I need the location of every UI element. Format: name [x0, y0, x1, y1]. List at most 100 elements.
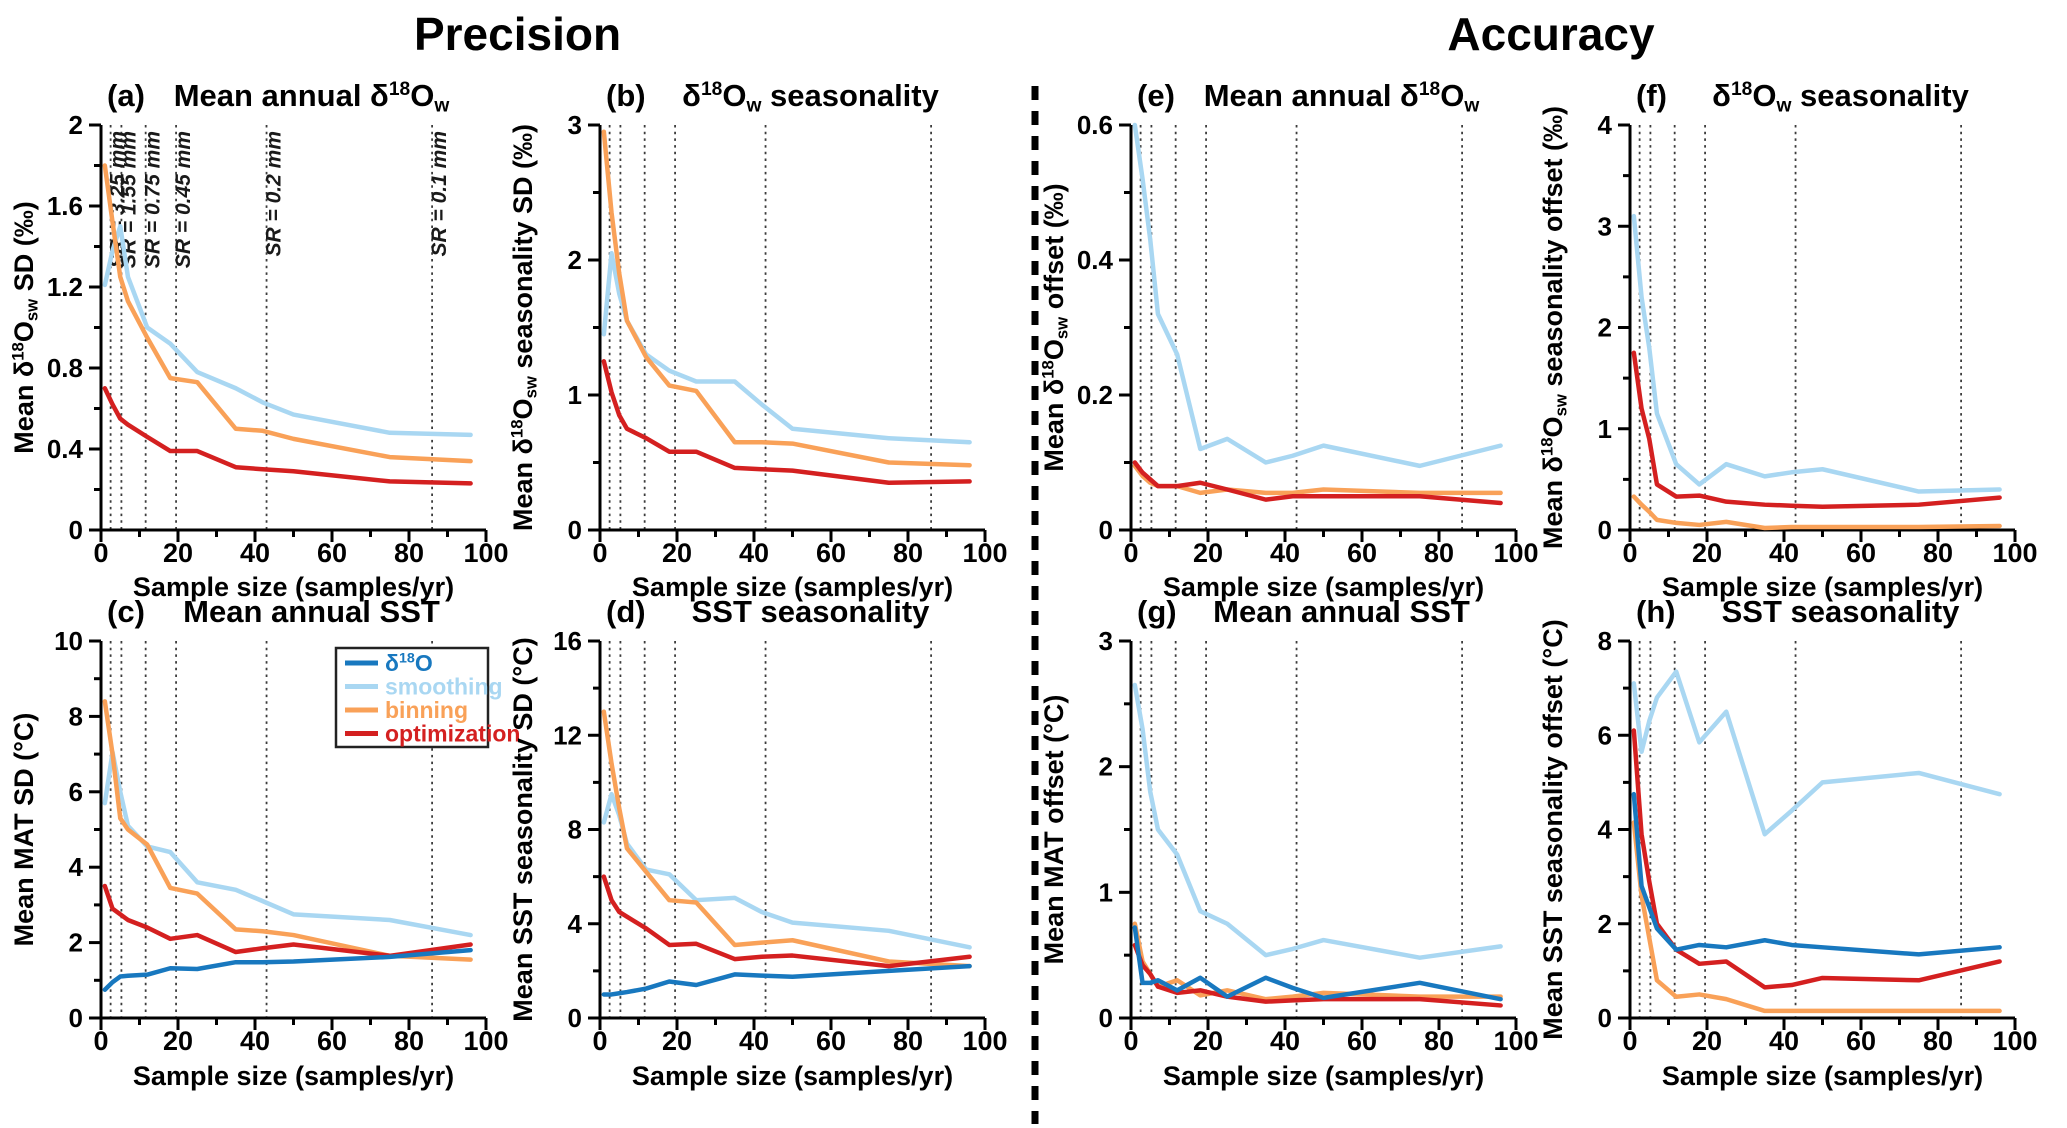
y-tick-label: 3	[568, 110, 582, 140]
y-axis-g: 0 1 2 3	[1099, 626, 1131, 1033]
panel-title-f: δ18Ow seasonality	[1712, 78, 1969, 116]
y-tick-label: 0.4	[1077, 245, 1114, 275]
y-axis-b: 0 1 2 3	[568, 110, 600, 545]
sr-label: SR = 0.2 mm	[263, 131, 286, 256]
panel-label-e: (e)	[1137, 78, 1175, 113]
y-tick-label: 2	[1598, 313, 1612, 343]
panel-title-d: SST seasonality	[692, 594, 931, 629]
y-tick-label: 12	[553, 720, 582, 750]
g-optimization-line	[1132, 942, 1503, 1008]
x-tick-label: 0	[1622, 1026, 1637, 1056]
sr-lines-e	[1139, 125, 1463, 530]
y-axis-title-d: Mean SST seasonality SD (°C)	[508, 637, 538, 1021]
y-tick-label: 2	[1099, 752, 1113, 782]
x-tick-label: 0	[592, 1026, 607, 1056]
x-tick-label: 60	[1347, 538, 1377, 568]
y-tick-label: 6	[69, 777, 83, 807]
x-tick-label: 80	[1923, 538, 1953, 568]
panel-label-g: (g)	[1137, 594, 1177, 629]
x-tick-label: 40	[240, 1026, 270, 1056]
y-tick-label: 0	[568, 515, 582, 545]
c-d18O-line	[102, 947, 473, 992]
y-axis-a: 0 0.4 0.8 1.2 1.6 2	[47, 110, 101, 545]
y-tick-label: 6	[1598, 720, 1612, 750]
y-tick-label: 4	[568, 909, 583, 939]
sr-label: SR = 0.45 mm	[172, 131, 195, 268]
x-tick-label: 20	[1692, 1026, 1722, 1056]
y-axis-title-a: Mean δ18Osw SD (‰)	[8, 201, 41, 453]
y-tick-label: 0	[69, 515, 83, 545]
panel-label-c: (c)	[107, 594, 145, 629]
panel-d: 0 4 8 12 16 0 20 40 60 80 100 (d) SST seasonality Mea…	[508, 594, 1008, 1091]
y-tick-label: 0	[568, 1003, 582, 1033]
y-tick-label: 0.6	[1077, 110, 1113, 140]
panel-title-c: Mean annual SST	[183, 594, 440, 629]
y-tick-label: 0	[1099, 515, 1113, 545]
g-smoothing-line	[1132, 682, 1503, 960]
panel-title-b: δ18Ow seasonality	[682, 78, 939, 116]
x-tick-label: 100	[1493, 538, 1538, 568]
sr-lines-c	[109, 641, 434, 1018]
x-axis-title-b: Sample size (samples/yr)	[632, 572, 953, 602]
legend-label-optimization: optimization	[385, 721, 520, 747]
x-tick-label: 80	[893, 1026, 923, 1056]
x-axis-g: 0 20 40 60 80 100	[1123, 1018, 1539, 1056]
y-tick-label: 1	[1099, 877, 1113, 907]
x-tick-label: 20	[1193, 538, 1223, 568]
y-tick-label: 0	[69, 1003, 83, 1033]
panel-title-a: Mean annual δ18Ow	[174, 78, 450, 116]
panel-g: 0 1 2 3 0 20 40 60 80 100 (g) Mean annual SST Mean M…	[1039, 594, 1539, 1091]
a-binning-line	[102, 163, 473, 464]
d-d18O-line	[601, 963, 972, 997]
y-axis-title-g: Mean MAT offset (°C)	[1039, 695, 1069, 965]
x-tick-label: 60	[1846, 538, 1876, 568]
sr-label: SR = 1.55 mm	[117, 131, 140, 268]
x-tick-label: 80	[394, 1026, 424, 1056]
x-axis-h: 0 20 40 60 80 100	[1622, 1018, 2038, 1056]
y-tick-label: 16	[553, 626, 582, 656]
x-tick-label: 40	[739, 538, 769, 568]
y-axis-e: 0 0.2 0.4 0.6	[1077, 110, 1131, 545]
y-tick-label: 4	[1598, 110, 1613, 140]
x-tick-label: 20	[662, 1026, 692, 1056]
y-tick-label: 3	[1099, 626, 1113, 656]
f-optimization-line	[1631, 350, 2002, 509]
panel-label-b: (b)	[606, 78, 646, 113]
b-binning-line	[601, 129, 972, 468]
c-smoothing-line	[102, 749, 473, 938]
legend-label-smoothing: smoothing	[385, 674, 503, 700]
x-axis-title-d: Sample size (samples/yr)	[632, 1061, 953, 1091]
e-optimization-line	[1132, 460, 1503, 506]
y-axis-f: 0 1 2 3 4	[1598, 110, 1630, 545]
x-tick-label: 80	[1923, 1026, 1953, 1056]
x-tick-label: 60	[816, 538, 846, 568]
y-tick-label: 2	[568, 245, 582, 275]
e-smoothing-line	[1132, 122, 1503, 469]
sr-lines-d	[608, 641, 932, 1018]
y-axis-title-h: Mean SST seasonality offset (°C)	[1538, 619, 1568, 1039]
x-tick-label: 60	[816, 1026, 846, 1056]
x-axis-title-c: Sample size (samples/yr)	[133, 1061, 454, 1091]
panel-label-d: (d)	[606, 594, 646, 629]
x-tick-label: 80	[1424, 538, 1454, 568]
sr-label: SR = 0.75 mm	[142, 131, 165, 268]
sr-lines-f	[1638, 125, 1962, 530]
x-axis-title-a: Sample size (samples/yr)	[133, 572, 454, 602]
d-optimization-line	[601, 874, 972, 969]
y-tick-label: 0	[1598, 515, 1612, 545]
x-axis-f: 0 20 40 60 80 100	[1622, 530, 2038, 568]
f-smoothing-line	[1631, 213, 2002, 494]
sr-lines-b	[608, 125, 932, 530]
x-tick-label: 20	[163, 1026, 193, 1056]
y-tick-label: 1	[1598, 414, 1612, 444]
c-optimization-line	[102, 883, 473, 959]
x-tick-label: 0	[93, 1026, 108, 1056]
x-tick-label: 40	[1769, 538, 1799, 568]
y-tick-label: 0	[1099, 1003, 1113, 1033]
panel-label-f: (f)	[1636, 78, 1667, 113]
x-tick-label: 80	[394, 538, 424, 568]
x-axis-title-f: Sample size (samples/yr)	[1662, 572, 1983, 602]
a-optimization-line	[102, 386, 473, 486]
